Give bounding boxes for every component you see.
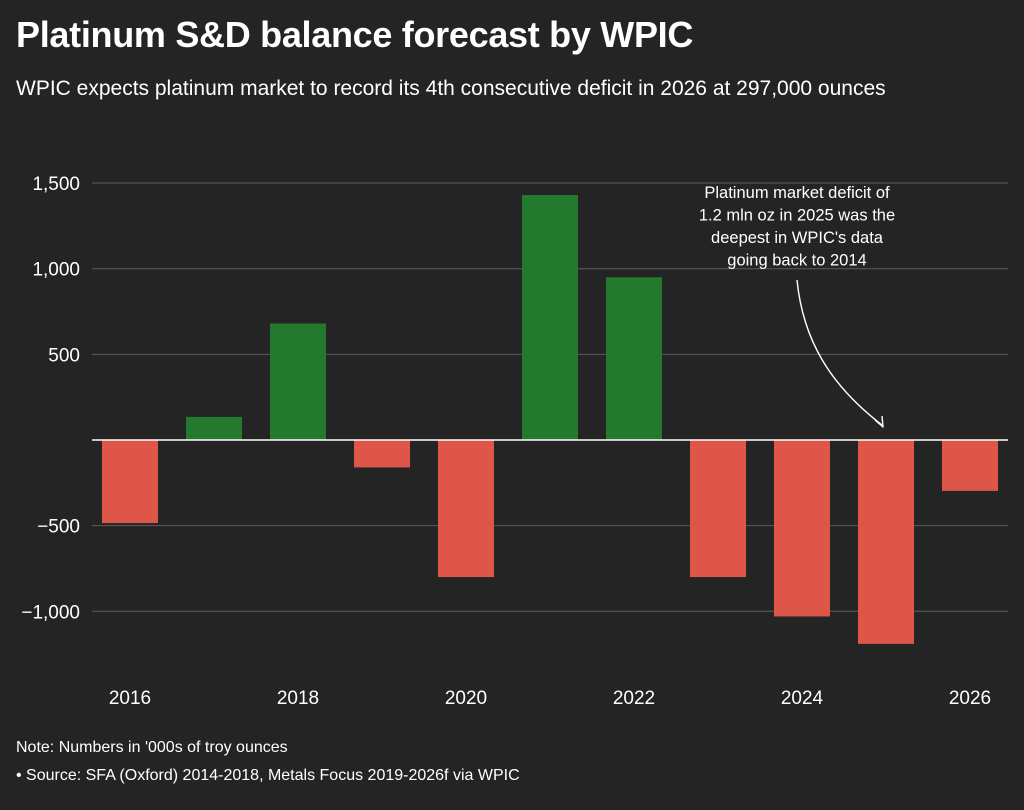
x-tick-label: 2018 xyxy=(277,688,319,709)
bar-2022 xyxy=(606,277,662,440)
chart-subtitle: WPIC expects platinum market to record i… xyxy=(16,77,886,100)
annotation-arrow xyxy=(796,279,883,426)
source-note: • Source: SFA (Oxford) 2014-2018, Metals… xyxy=(16,767,520,784)
y-tick-label: 1,000 xyxy=(32,260,80,281)
x-tick-label: 2022 xyxy=(613,688,655,709)
bar-chart: 1,500 1,000 500 −500 −1,000 2016 2018 2020 2022 2… xyxy=(21,174,1008,709)
bar-2021 xyxy=(522,195,578,440)
bar-2025 xyxy=(858,440,914,644)
bar-2018 xyxy=(270,323,326,440)
x-tick-label: 2020 xyxy=(445,688,487,709)
annotation-text-line: going back to 2014 xyxy=(727,252,866,270)
bar-2020 xyxy=(438,440,494,578)
annotation-arrowhead xyxy=(874,415,884,428)
chart-title: Platinum S&D balance forecast by WPIC xyxy=(16,14,694,55)
y-tick-label: 1,500 xyxy=(32,174,80,195)
y-tick-label: 500 xyxy=(48,345,80,366)
annotation-text-line: Platinum market deficit of xyxy=(704,184,890,202)
bar-2017 xyxy=(186,416,242,440)
y-tick-label: −500 xyxy=(37,517,80,538)
footnote: Note: Numbers in '000s of troy ounces xyxy=(16,739,288,756)
bar-2024 xyxy=(774,440,830,617)
x-tick-label: 2026 xyxy=(949,688,991,709)
annotation: Platinum market deficit of 1.2 mln oz in … xyxy=(699,184,895,428)
bar-2023 xyxy=(690,440,746,578)
annotation-text-line: deepest in WPIC's data xyxy=(711,229,884,247)
annotation-text-line: 1.2 mln oz in 2025 was the xyxy=(699,207,895,225)
x-tick-label: 2024 xyxy=(781,688,824,709)
bar-2026 xyxy=(942,440,998,491)
bar-2019 xyxy=(354,440,410,468)
axes: 1,500 1,000 500 −500 −1,000 2016 2018 2020 2022 2… xyxy=(21,174,1008,709)
bar-2016 xyxy=(102,440,158,524)
y-tick-label: −1,000 xyxy=(21,602,80,623)
x-tick-label: 2016 xyxy=(109,688,151,709)
bars xyxy=(102,195,998,644)
